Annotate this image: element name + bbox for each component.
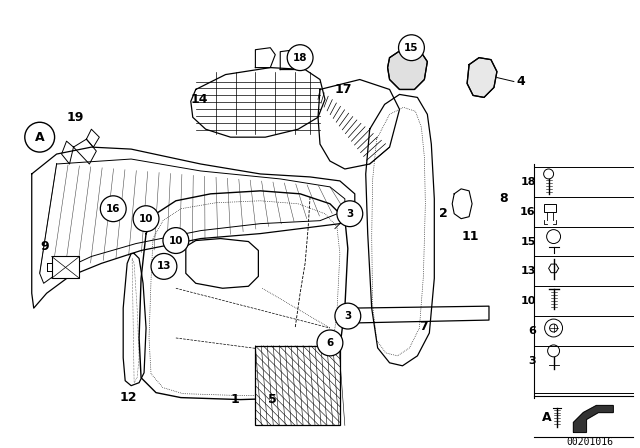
Text: 2: 2 <box>439 207 448 220</box>
Text: 18: 18 <box>293 53 307 63</box>
Text: 13: 13 <box>157 261 171 271</box>
Text: 14: 14 <box>191 93 208 106</box>
Text: A: A <box>35 131 45 144</box>
Circle shape <box>337 201 363 227</box>
Text: 13: 13 <box>520 267 536 276</box>
Circle shape <box>399 35 424 60</box>
Text: 17: 17 <box>335 83 353 96</box>
Circle shape <box>163 228 189 254</box>
Text: 16: 16 <box>106 204 120 214</box>
Text: 1: 1 <box>230 393 239 406</box>
Text: 16: 16 <box>520 207 536 217</box>
Circle shape <box>133 206 159 232</box>
Text: 12: 12 <box>119 391 137 404</box>
Polygon shape <box>573 405 613 432</box>
Text: 5: 5 <box>268 393 277 406</box>
Text: 7: 7 <box>419 319 428 332</box>
Text: 4: 4 <box>517 75 525 88</box>
Text: 6: 6 <box>326 338 333 348</box>
Text: A: A <box>541 411 551 424</box>
Circle shape <box>100 196 126 222</box>
Text: 15: 15 <box>404 43 419 53</box>
Text: 10: 10 <box>139 214 154 224</box>
Text: 11: 11 <box>461 230 479 243</box>
Circle shape <box>335 303 361 329</box>
Text: 10: 10 <box>168 236 183 246</box>
Circle shape <box>151 254 177 279</box>
Text: 00201016: 00201016 <box>567 437 614 448</box>
Text: 15: 15 <box>520 237 536 246</box>
Polygon shape <box>388 47 428 90</box>
Text: 8: 8 <box>499 192 508 205</box>
Bar <box>52 256 79 278</box>
Text: 6: 6 <box>528 326 536 336</box>
Text: 3: 3 <box>344 311 351 321</box>
Bar <box>543 204 556 212</box>
Text: 3: 3 <box>346 209 353 219</box>
Text: 10: 10 <box>520 296 536 306</box>
Bar <box>255 346 340 426</box>
Text: 19: 19 <box>67 111 84 124</box>
Text: 9: 9 <box>40 240 49 253</box>
Text: 3: 3 <box>528 356 536 366</box>
Circle shape <box>317 330 343 356</box>
Circle shape <box>287 45 313 71</box>
Polygon shape <box>467 58 497 97</box>
Circle shape <box>25 122 54 152</box>
Text: 18: 18 <box>520 177 536 187</box>
